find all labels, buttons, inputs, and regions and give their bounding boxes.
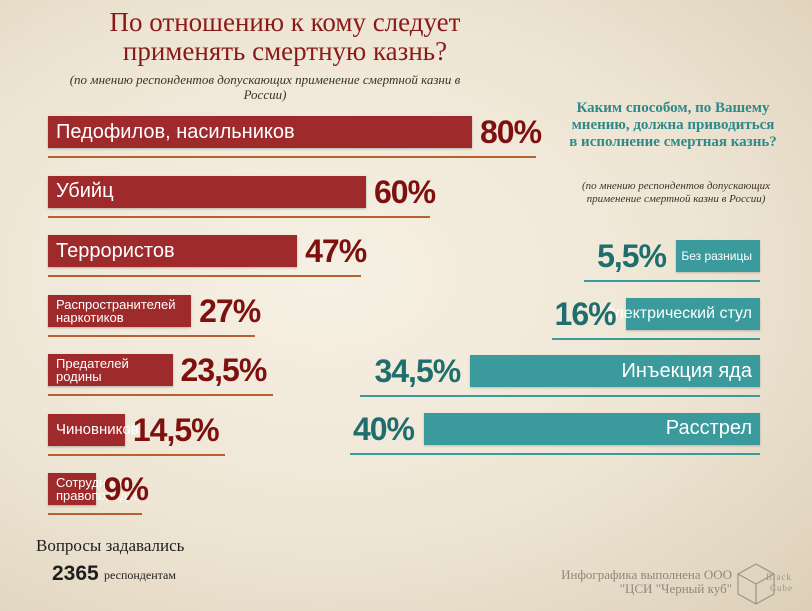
- right-bar-underline: [350, 452, 760, 455]
- left-bar-underline: [48, 334, 256, 337]
- chart-title-right: Каким способом, по Вашему мнению, должна…: [569, 100, 777, 150]
- left-bar-underline: [48, 513, 142, 515]
- asked-label: Вопросы задавались: [36, 536, 185, 555]
- right-bar-value: 40%: [352, 410, 415, 447]
- left-bar-label: Предателей родины: [56, 356, 129, 384]
- left-bar-value: 27%: [199, 292, 261, 329]
- right-bar-underline: [360, 395, 760, 397]
- left-bar-value: 9%: [103, 471, 149, 507]
- chart-subtitle-right: (по мнению респондентов допускающих прим…: [582, 180, 770, 205]
- left-bar-label: Убийц: [56, 180, 114, 202]
- left-bar-label: Распространителей наркотиков: [56, 296, 176, 325]
- right-bar-underline: [584, 280, 760, 282]
- right-bar: Расстрел: [424, 412, 760, 445]
- left-bar-value: 47%: [305, 233, 367, 269]
- right-bar-label: Расстрел: [665, 417, 752, 439]
- left-bar-label: Сотрудников правопорядка: [56, 475, 141, 503]
- left-bar-underline: [48, 394, 273, 396]
- left-bar-value: 23,5%: [180, 352, 268, 388]
- right-bar-value: 34,5%: [374, 353, 461, 389]
- left-bar: Террористов: [48, 235, 298, 267]
- chart-subtitle-left: (по мнению респондентов допускающих прим…: [69, 72, 461, 102]
- left-bar-value: 14,5%: [132, 411, 220, 448]
- left-bar-underline: [48, 275, 362, 277]
- right-bar: Без разницы: [676, 240, 760, 272]
- cube-logo-icon: Black Cube: [737, 563, 793, 605]
- left-bar: Педофилов, насильников: [48, 116, 472, 148]
- left-bar-underline: [48, 453, 225, 456]
- right-bar-value: 5,5%: [597, 238, 667, 274]
- left-bar: Убийц: [48, 175, 366, 208]
- left-bar-underline: [48, 215, 430, 218]
- left-bar: Распространителей наркотиков: [48, 294, 192, 327]
- right-bar-underline: [551, 337, 760, 340]
- right-bar-label: Электрический стул: [603, 304, 752, 322]
- svg-text:Cube: Cube: [770, 583, 793, 593]
- left-bar-label: Террористов: [56, 239, 175, 262]
- right-bar-value: 16%: [554, 295, 617, 332]
- respondents-label: респондентам: [104, 568, 176, 582]
- right-bar-label: Без разницы: [681, 249, 752, 263]
- right-bar-label: Инъекция яда: [621, 359, 752, 382]
- left-bar-value: 60%: [374, 173, 436, 210]
- svg-text:Black: Black: [766, 572, 792, 582]
- left-bar: Чиновников: [48, 413, 139, 446]
- left-bar-value: 80%: [480, 114, 542, 150]
- right-bar: Электрический стул: [603, 297, 760, 330]
- left-bar-label: Педофилов, насильников: [56, 120, 295, 143]
- left-bar-underline: [48, 156, 536, 158]
- right-bar: Инъекция яда: [470, 355, 760, 387]
- left-bar: Сотрудников правопорядка: [48, 473, 141, 505]
- left-bar-label: Чиновников: [56, 421, 139, 438]
- left-bar: Предателей родины: [48, 354, 173, 386]
- chart-title-left: По отношению к кому следует применять см…: [109, 7, 461, 66]
- respondents-count: 2365: [52, 562, 99, 585]
- credit-text: Инфографика выполнена ООО "ЦСИ "Черный к…: [561, 567, 732, 596]
